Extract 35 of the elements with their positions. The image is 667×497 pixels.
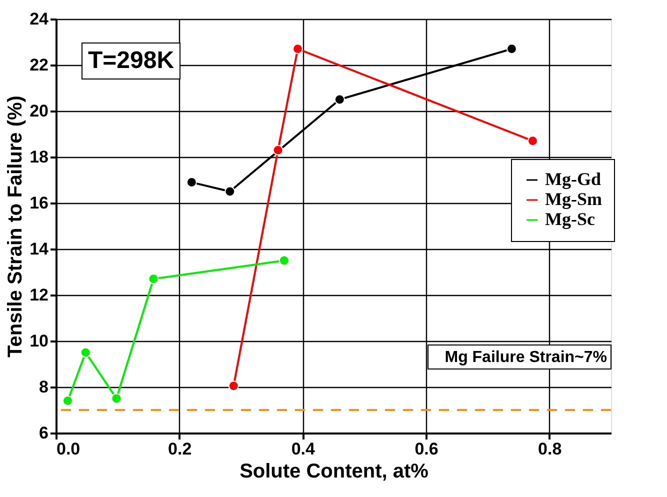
y-tick-label: 18 <box>30 148 48 166</box>
x-tick-label: 0.4 <box>291 440 316 458</box>
point <box>186 177 197 188</box>
point <box>334 94 345 105</box>
y-tick-label: 10 <box>30 332 48 350</box>
y-tick-label: 6 <box>39 424 48 442</box>
y-tick-label: 22 <box>30 56 48 74</box>
point <box>506 44 517 54</box>
y-tick-label: 16 <box>30 194 48 212</box>
y-tick-label: 12 <box>30 286 48 304</box>
x-tick-label: 0.8 <box>538 440 562 458</box>
legend-label: Mg-Gd <box>545 169 601 189</box>
point <box>111 393 122 404</box>
y-tick-label: 20 <box>30 102 48 120</box>
point <box>292 44 303 54</box>
y-tick-label: 8 <box>39 378 48 396</box>
x-tick-label: 0.2 <box>168 440 192 458</box>
point <box>272 144 284 156</box>
x-axis-title: Solute Content, at% <box>240 460 429 482</box>
x-tick-label: 0.6 <box>414 440 438 458</box>
y-axis-title: Tensile Strain to Failure (%) <box>4 96 27 358</box>
point <box>224 186 236 197</box>
y-tick-label: 14 <box>30 240 50 258</box>
point <box>62 396 73 406</box>
point <box>80 347 91 358</box>
y-tick-label: 24 <box>30 10 50 28</box>
ref-line-label: Mg Failure Strain~7% <box>444 349 607 366</box>
point <box>527 136 538 146</box>
annotation: T=298K <box>88 47 175 74</box>
x-tick-label: 0.0 <box>56 440 80 458</box>
point <box>228 380 239 392</box>
point <box>278 255 290 266</box>
point <box>148 274 159 284</box>
legend-label: Mg-Sc <box>545 209 595 229</box>
legend-label: Mg-Sm <box>545 189 602 209</box>
